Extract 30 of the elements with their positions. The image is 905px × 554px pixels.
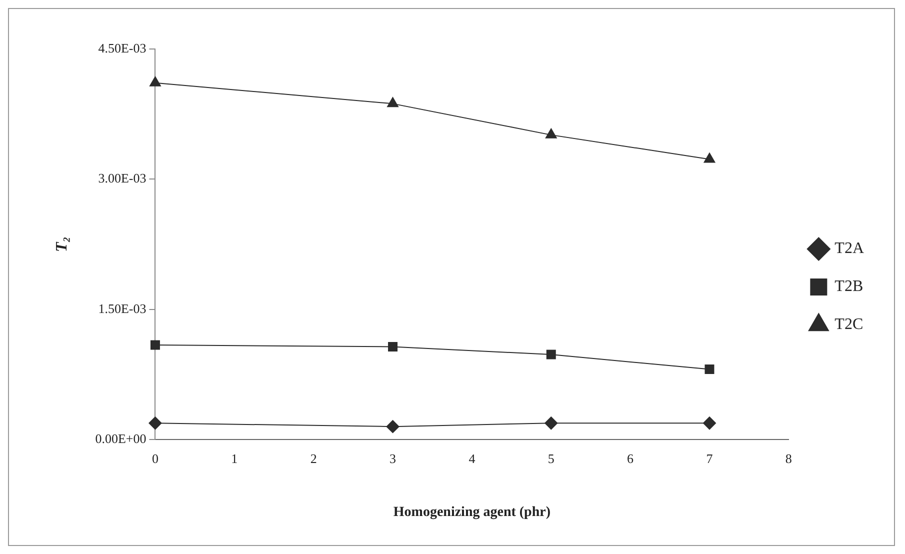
- point: [148, 416, 162, 430]
- y-tick-label: 4.50E-03: [98, 40, 146, 56]
- legend-label: T2A: [834, 240, 864, 258]
- point: [704, 152, 716, 163]
- point: [702, 416, 716, 430]
- x-tick-label: 0: [152, 450, 158, 466]
- legend-label: T2C: [834, 316, 864, 334]
- point: [545, 128, 557, 138]
- y-tick-label: 3.00E-03: [98, 170, 146, 186]
- point: [150, 340, 160, 350]
- point: [546, 350, 556, 360]
- point: [150, 76, 161, 86]
- y-tick-label: 1.50E-03: [98, 300, 146, 316]
- x-tick-label: 5: [548, 450, 554, 466]
- x-tick-label: 1: [231, 450, 238, 466]
- point: [704, 364, 714, 374]
- x-tick-label: 8: [785, 450, 792, 466]
- x-tick-label: 4: [468, 450, 476, 466]
- x-tick-label: 3: [390, 450, 396, 466]
- point: [387, 97, 398, 108]
- x-tick-label: 6: [627, 450, 634, 466]
- point: [386, 420, 400, 434]
- legend-label: T2B: [834, 278, 864, 296]
- x-tick-label: 2: [310, 450, 317, 466]
- x-tick-label: 7: [706, 450, 714, 466]
- point: [388, 342, 398, 352]
- y-tick-label: 0.00E+00: [95, 431, 146, 446]
- y-axis-title: T₂: [54, 236, 71, 252]
- point: [544, 416, 558, 430]
- x-axis-title: Homogenizing agent (phr): [393, 505, 551, 520]
